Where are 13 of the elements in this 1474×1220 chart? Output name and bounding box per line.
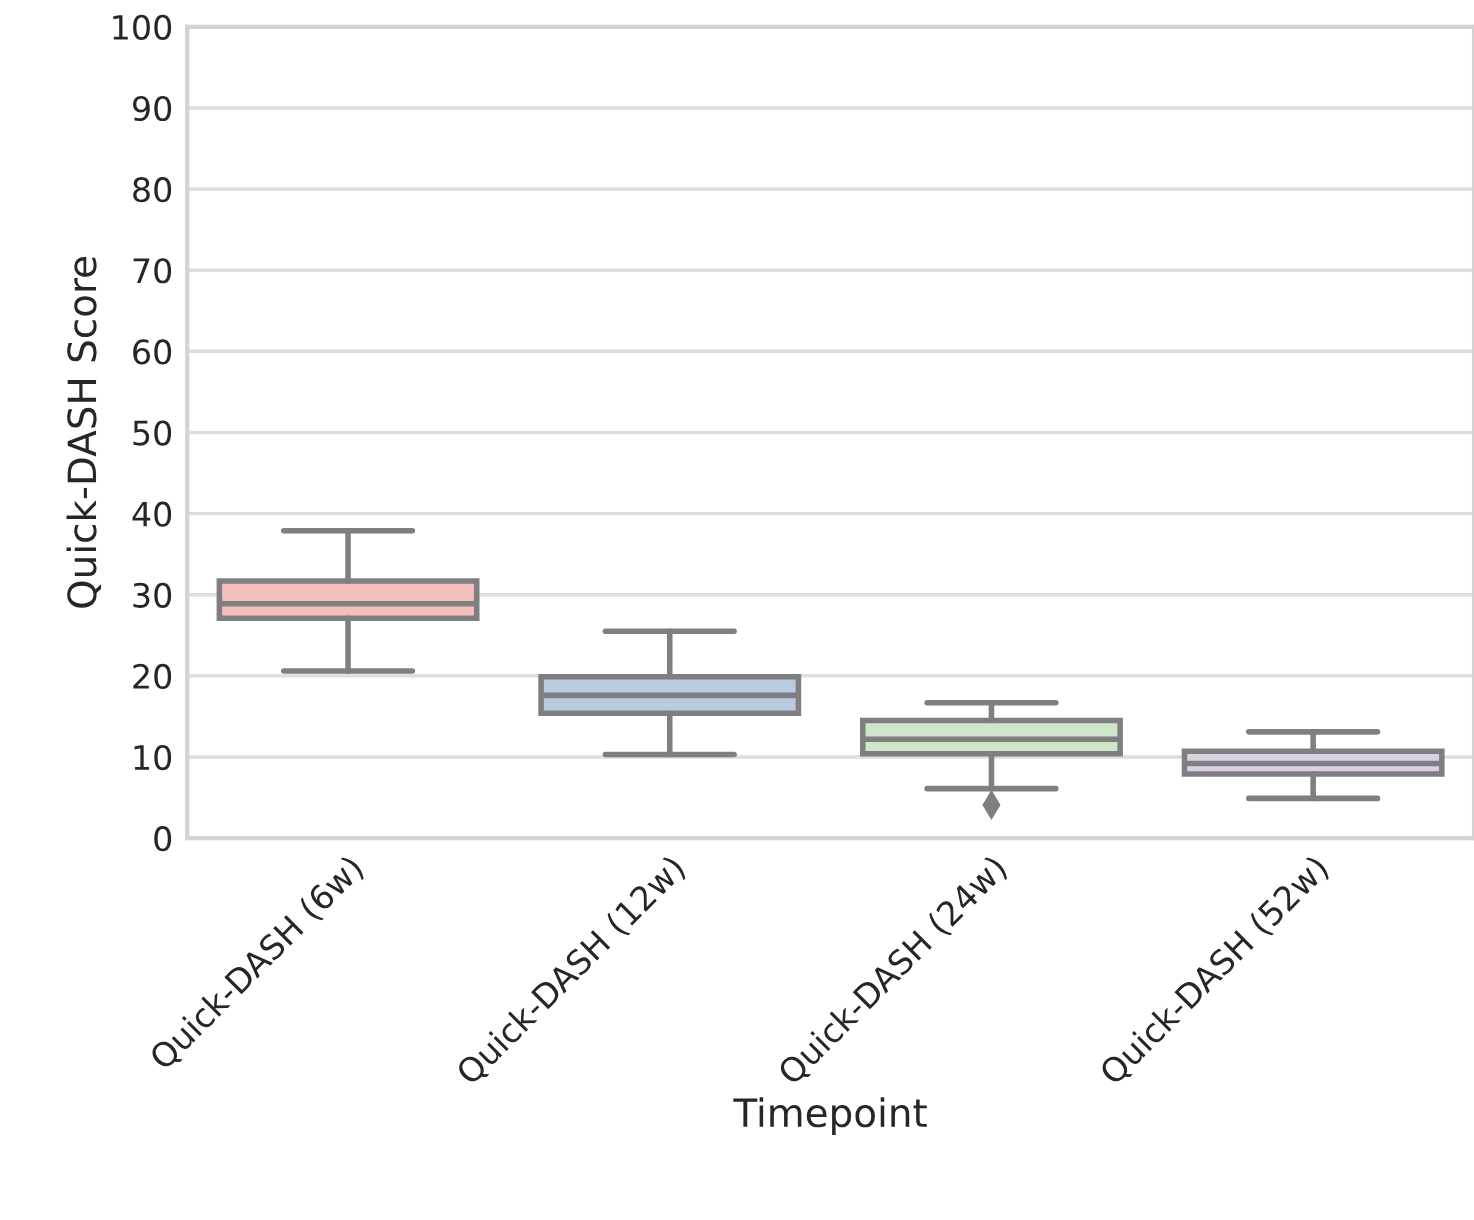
y-tick-label: 100 (113, 14, 172, 40)
x-axis-title: Timepoint (733, 1097, 927, 1135)
y-tick-label: 40 (132, 501, 172, 527)
y-tick-label: 90 (132, 95, 172, 122)
y-tick-label: 10 (134, 744, 172, 771)
y-tick-label: 60 (133, 339, 172, 365)
y-tick-label: 50 (133, 420, 172, 446)
y-tick-label: 30 (133, 582, 172, 608)
y-axis-title: Quick-DASH Score (66, 257, 102, 608)
y-tick-label: 80 (133, 177, 172, 203)
y-tick-label: 70 (133, 258, 172, 284)
y-tick-label: 20 (133, 663, 172, 690)
y-tick-label: 0 (154, 826, 172, 852)
